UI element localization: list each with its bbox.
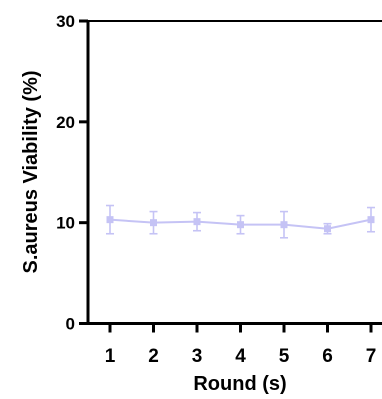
series-group [106, 204, 375, 239]
x-tick-label: 7 [366, 346, 377, 367]
y-tick-label: 30 [56, 12, 75, 31]
x-tick-label: 1 [105, 346, 116, 367]
data-point [324, 225, 331, 233]
x-tick-label: 6 [322, 346, 333, 367]
axes [86, 20, 382, 325]
x-tick-label: 5 [279, 346, 290, 367]
x-axis-title: Round (s) [193, 373, 286, 394]
x-tick-label: 2 [148, 346, 159, 367]
y-axis-title: S.aureus Viability (%) [20, 70, 42, 273]
data-point [237, 221, 244, 229]
y-tick-label: 0 [66, 315, 75, 334]
y-tick-label: 20 [56, 113, 75, 132]
x-tick-label: 4 [235, 346, 246, 367]
data-point [367, 216, 375, 224]
data-point [106, 216, 114, 224]
data-point [280, 221, 288, 229]
y-tick-label: 10 [56, 214, 75, 233]
data-point [150, 219, 157, 227]
y-ticks: 0 10 20 30 [56, 12, 88, 334]
data-point [193, 218, 201, 226]
x-ticks: 1 2 3 4 5 6 7 [105, 323, 377, 367]
x-tick-label: 3 [192, 346, 203, 367]
